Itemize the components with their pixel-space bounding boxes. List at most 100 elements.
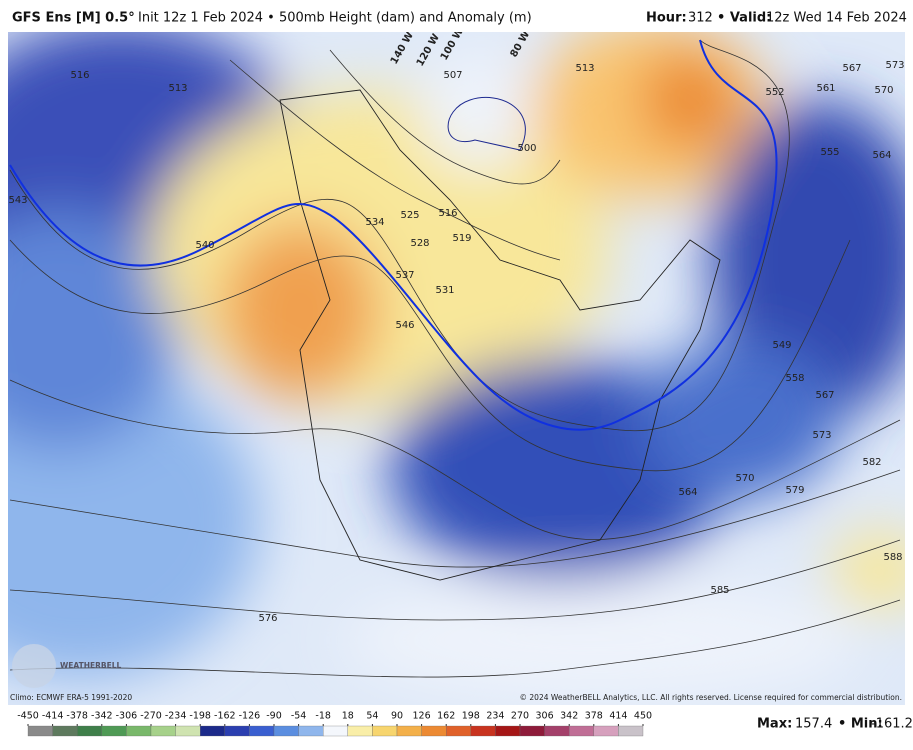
contour-label: 525 (400, 210, 419, 221)
colorbar-tick-label: 378 (585, 711, 603, 722)
contour-label: 534 (365, 217, 384, 228)
colorbar-tick-label: 126 (413, 711, 431, 722)
colorbar-tick-label: -198 (189, 711, 211, 722)
colorbar-tick-label: 450 (634, 711, 652, 722)
contour-label: 507 (443, 70, 462, 81)
logo-badge (12, 644, 56, 688)
climo-note: Climo: ECMWF ERA-5 1991-2020 (10, 693, 132, 702)
contour-label: 516 (70, 70, 89, 81)
540-contour (9, 39, 778, 431)
contour-label: 543 (8, 195, 27, 206)
contour-label: 519 (452, 233, 471, 244)
colorbar-swatch (249, 725, 275, 737)
anomaly-field (8, 32, 905, 700)
contour-label: 552 (765, 87, 784, 98)
colorbar-tick-label: 414 (609, 711, 627, 722)
colorbar-tick-label: 342 (560, 711, 578, 722)
colorbar-tick-label: -306 (116, 711, 138, 722)
colorbar-tick-label: -162 (214, 711, 236, 722)
contour-label: 528 (410, 238, 429, 249)
max-value: 157.4 (795, 717, 832, 732)
colorbar-swatch (101, 725, 127, 737)
contour-label: 549 (772, 340, 791, 351)
contour-label: 588 (883, 552, 902, 563)
contour-label: 582 (862, 457, 881, 468)
colorbar-tick-label: 162 (437, 711, 455, 722)
colorbar-swatch (569, 725, 594, 737)
colorbar-swatch (323, 725, 348, 737)
contour-label: 573 (885, 60, 904, 71)
contour-label: 546 (395, 320, 414, 331)
min-label: • Min: (838, 717, 883, 732)
colorbar-tick-label: 54 (366, 711, 378, 722)
contour-label: 570 (735, 473, 754, 484)
contour-label: 576 (258, 613, 277, 624)
colorbar-swatch (273, 725, 299, 737)
hour-label: Hour: (646, 11, 687, 26)
max-label: Max: (757, 717, 792, 732)
contour-label: 573 (812, 430, 831, 441)
logo: WEATHERBELL (60, 661, 122, 670)
contour-label: 561 (816, 83, 835, 94)
colorbar-swatch (200, 725, 225, 737)
contour-label: 555 (820, 147, 839, 158)
colorbar-swatch (421, 725, 447, 737)
contour-label: 500 (517, 143, 536, 154)
colorbar-tick-label: -270 (140, 711, 162, 722)
colorbar-swatch (396, 725, 422, 737)
colorbar-swatch (175, 725, 201, 737)
colorbar-tick-label: -90 (266, 711, 282, 722)
colorbar-tick-label: -414 (42, 711, 64, 722)
colorbar-swatch (347, 725, 373, 737)
init-description: Init 12z 1 Feb 2024 • 500mb Height (dam)… (138, 11, 532, 26)
contour-label: 570 (874, 85, 893, 96)
contour-label: 531 (435, 285, 454, 296)
min-value: -161.2 (871, 717, 913, 732)
colorbar-tick-label: 270 (511, 711, 529, 722)
colorbar-tick-label: 306 (536, 711, 554, 722)
contour-label: 564 (872, 150, 891, 161)
contour-label: 540 (195, 240, 214, 251)
colorbar-swatch (150, 725, 176, 737)
low-center (447, 96, 526, 151)
contour-label: 516 (438, 208, 457, 219)
colorbar-swatch (519, 725, 545, 737)
colorbar-tick-label: -342 (91, 711, 113, 722)
colorbar-swatch (27, 725, 53, 737)
model-name: GFS Ens [M] 0.5° (12, 11, 135, 26)
colorbar-tick-label: 198 (462, 711, 480, 722)
hour-value: 312 (688, 11, 713, 26)
contour-label: 513 (575, 63, 594, 74)
colorbar-swatch (77, 725, 102, 737)
colorbar-swatch (593, 725, 619, 737)
contour-label: 567 (842, 63, 861, 74)
colorbar-tick-label: -18 (315, 711, 331, 722)
copyright: © 2024 WeatherBELL Analytics, LLC. All r… (520, 693, 902, 702)
colorbar-swatch (618, 725, 644, 737)
colorbar-swatch (298, 725, 324, 737)
valid-value: 12z Wed 14 Feb 2024 (766, 11, 907, 26)
contour-label: 567 (815, 390, 834, 401)
colorbar-tick-label: 234 (486, 711, 504, 722)
map: 516 513 543 540 534 525 528 516 519 537 531 546 513 5… (8, 32, 905, 705)
colorbar-tick-label: 90 (391, 711, 403, 722)
contour-label: 558 (785, 373, 804, 384)
valid-label: • Valid: (717, 11, 771, 26)
colorbar-swatch (470, 725, 496, 737)
coastline (279, 89, 721, 581)
colorbar-tick-label: -450 (17, 711, 39, 722)
contour-label: 513 (168, 83, 187, 94)
contour-label: 585 (710, 585, 729, 596)
contour-label: 537 (395, 270, 414, 281)
contour-label: 579 (785, 485, 804, 496)
contour-label: 564 (678, 487, 697, 498)
colorbar-tick-label: -126 (239, 711, 261, 722)
colorbar-swatch (446, 725, 471, 737)
colorbar-tick-label: -378 (66, 711, 88, 722)
colorbar-tick-label: 18 (342, 711, 354, 722)
colorbar-swatch (544, 725, 570, 737)
colorbar-swatch (372, 725, 398, 737)
colorbar-swatch (126, 725, 152, 737)
colorbar-tick-label: -54 (291, 711, 307, 722)
